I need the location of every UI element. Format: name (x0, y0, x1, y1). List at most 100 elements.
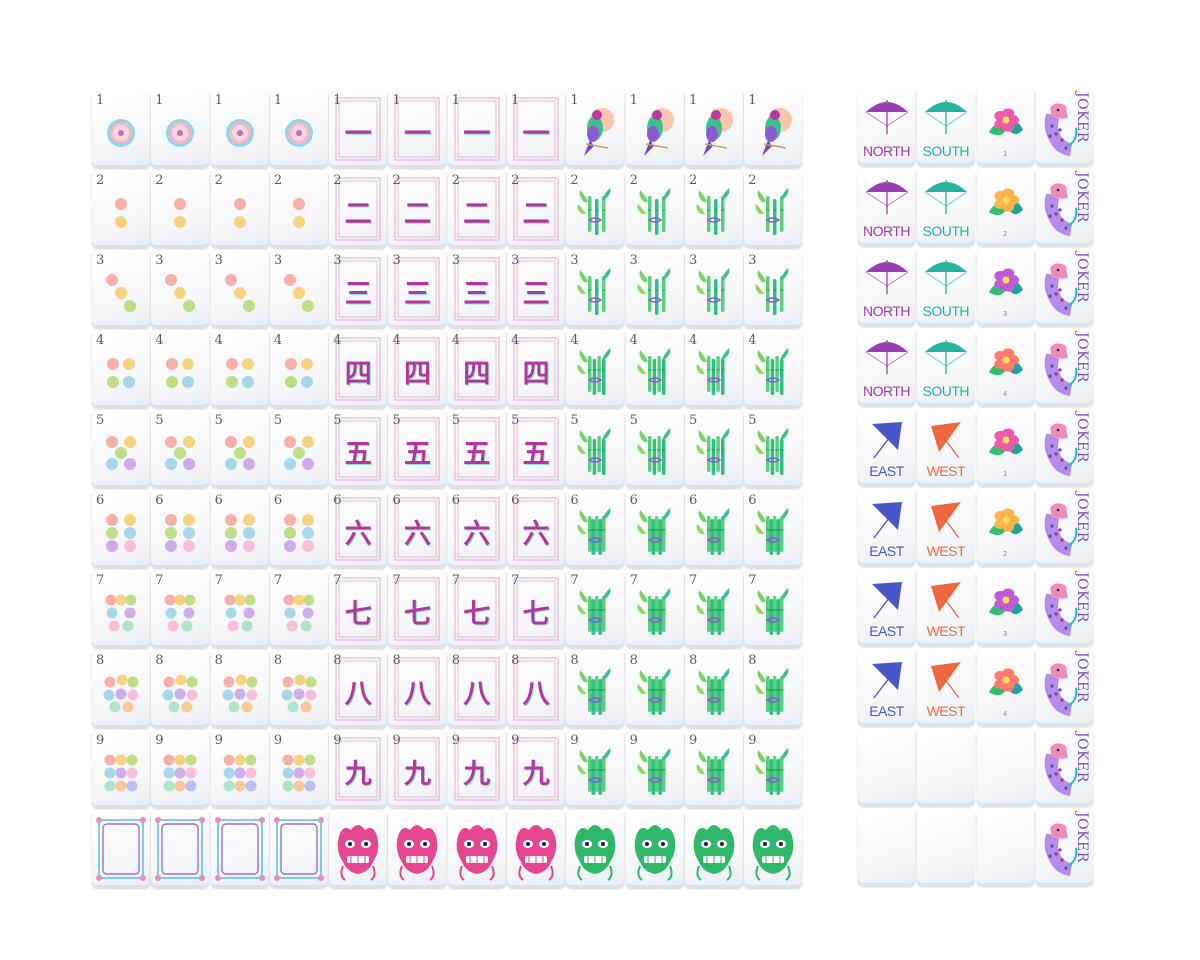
dot-tile[interactable]: 1 (269, 90, 328, 168)
joker-tile[interactable]: JOKER (1035, 88, 1093, 166)
dot-tile[interactable]: 5 (92, 410, 150, 488)
wind-tile[interactable]: EAST (858, 568, 915, 646)
red-dragon-tile[interactable] (507, 810, 566, 888)
wind-tile[interactable]: WEST (917, 568, 975, 646)
dot-tile[interactable]: 6 (210, 490, 269, 568)
dot-tile[interactable]: 4 (269, 330, 328, 408)
bamboo-tile[interactable]: 9 (744, 730, 803, 808)
joker-tile[interactable]: JOKER (1035, 168, 1093, 246)
dot-tile[interactable]: 4 (92, 330, 150, 408)
dot-tile[interactable]: 2 (92, 170, 150, 248)
bamboo-tile[interactable]: 4 (744, 330, 803, 408)
bamboo-tile[interactable]: 5 (684, 410, 743, 488)
green-dragon-tile[interactable] (566, 810, 625, 888)
dot-tile[interactable]: 1 (151, 90, 210, 168)
dot-tile[interactable]: 4 (151, 330, 210, 408)
dot-tile[interactable]: 3 (151, 250, 210, 328)
bamboo-tile[interactable]: 9 (684, 730, 743, 808)
bamboo-tile[interactable]: 3 (684, 250, 743, 328)
dot-tile[interactable]: 7 (269, 570, 328, 648)
bamboo-tile[interactable]: 6 (744, 490, 803, 568)
bamboo-tile[interactable]: 1 (744, 90, 803, 168)
dot-tile[interactable]: 6 (269, 490, 328, 568)
bamboo-tile[interactable]: 2 (684, 170, 743, 248)
flower-tile[interactable]: 4 (976, 648, 1034, 726)
dot-tile[interactable]: 8 (269, 650, 328, 728)
dot-tile[interactable]: 7 (92, 570, 150, 648)
dot-tile[interactable]: 7 (151, 570, 210, 648)
flower-tile[interactable]: 3 (976, 248, 1034, 326)
wind-tile[interactable]: NORTH (858, 168, 915, 246)
wind-tile[interactable]: SOUTH (917, 248, 975, 326)
bamboo-tile[interactable]: 1 (684, 90, 743, 168)
white-dragon-tile[interactable] (210, 810, 269, 888)
joker-tile[interactable]: JOKER (1035, 248, 1093, 326)
bamboo-tile[interactable]: 2 (625, 170, 684, 248)
wind-tile[interactable]: WEST (917, 488, 975, 566)
bamboo-tile[interactable]: 5 (625, 410, 684, 488)
joker-tile[interactable]: JOKER (1035, 808, 1093, 886)
dot-tile[interactable]: 5 (269, 410, 328, 488)
white-dragon-tile[interactable] (92, 810, 150, 888)
flower-tile[interactable]: 2 (976, 168, 1034, 246)
flower-tile[interactable]: 3 (976, 568, 1034, 646)
bamboo-tile[interactable]: 4 (566, 330, 625, 408)
bamboo-tile[interactable]: 7 (566, 570, 625, 648)
bamboo-tile[interactable]: 7 (625, 570, 684, 648)
dot-tile[interactable]: 8 (92, 650, 150, 728)
bamboo-tile[interactable]: 9 (625, 730, 684, 808)
bamboo-tile[interactable]: 3 (744, 250, 803, 328)
blank-tile[interactable] (976, 728, 1034, 806)
wind-tile[interactable]: WEST (917, 648, 975, 726)
dot-tile[interactable]: 2 (269, 170, 328, 248)
green-dragon-tile[interactable] (744, 810, 803, 888)
green-dragon-tile[interactable] (625, 810, 684, 888)
dot-tile[interactable]: 2 (151, 170, 210, 248)
dot-tile[interactable]: 4 (210, 330, 269, 408)
bamboo-tile[interactable]: 7 (744, 570, 803, 648)
bamboo-tile[interactable]: 8 (566, 650, 625, 728)
flower-tile[interactable]: 2 (976, 488, 1034, 566)
red-dragon-tile[interactable] (447, 810, 506, 888)
blank-tile[interactable] (917, 808, 975, 886)
green-dragon-tile[interactable] (684, 810, 743, 888)
dot-tile[interactable]: 5 (151, 410, 210, 488)
flower-tile[interactable]: 4 (976, 328, 1034, 406)
bamboo-tile[interactable]: 4 (625, 330, 684, 408)
joker-tile[interactable]: JOKER (1035, 408, 1093, 486)
bamboo-tile[interactable]: 6 (625, 490, 684, 568)
dot-tile[interactable]: 6 (92, 490, 150, 568)
bamboo-tile[interactable]: 7 (684, 570, 743, 648)
joker-tile[interactable]: JOKER (1035, 648, 1093, 726)
dot-tile[interactable]: 8 (210, 650, 269, 728)
wind-tile[interactable]: NORTH (858, 248, 915, 326)
blank-tile[interactable] (858, 728, 915, 806)
bamboo-tile[interactable]: 1 (566, 90, 625, 168)
dot-tile[interactable]: 3 (92, 250, 150, 328)
dot-tile[interactable]: 1 (210, 90, 269, 168)
wind-tile[interactable]: SOUTH (917, 168, 975, 246)
bamboo-tile[interactable]: 2 (744, 170, 803, 248)
